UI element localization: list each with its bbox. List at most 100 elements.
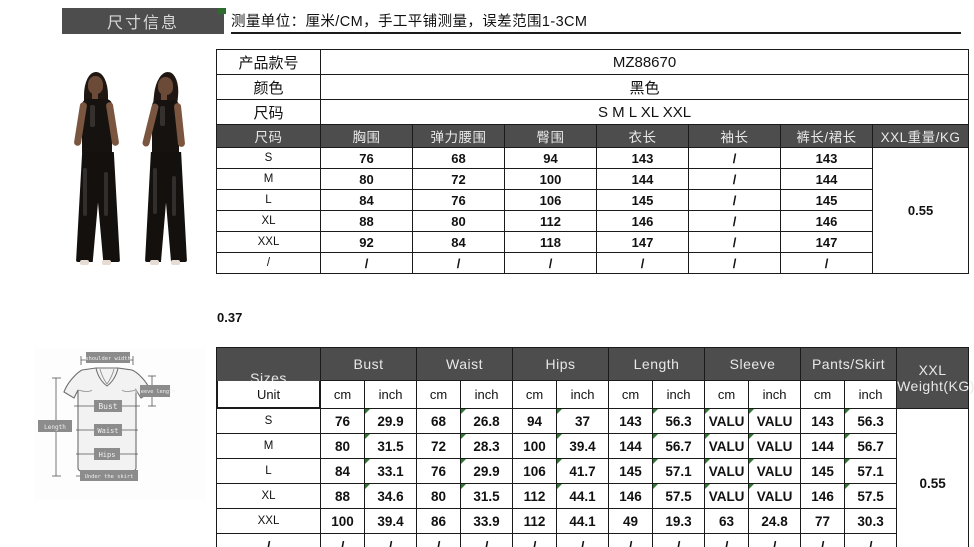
- cell-waist-inch: /: [460, 533, 514, 547]
- table-row: M 80 31.5 72 28.3 100 39.4 144 56.7 VALU…: [216, 433, 969, 459]
- cell-hips-inch: 39.4: [556, 433, 610, 459]
- cell-hips-inch: 37: [556, 408, 610, 434]
- table-row: S 76 29.9 68 26.8 94 37 143 56.3 VALU VA…: [216, 408, 970, 547]
- header-pants-skirt: Pants/Skirt: [800, 347, 898, 381]
- hem-label-bg: [80, 470, 138, 481]
- cell-pant-cm: /: [800, 533, 846, 547]
- unit-len-cm: cm: [608, 380, 654, 409]
- cell-hips: /: [504, 252, 597, 274]
- cell-waist-inch: 29.9: [460, 458, 514, 484]
- cell-slv-cm: 63: [704, 508, 750, 534]
- cell-pant-inch: 57.5: [844, 483, 898, 509]
- hips-label: Hips: [99, 451, 116, 459]
- cell-hips-cm: 94: [512, 408, 558, 434]
- cell-len-inch: 56.7: [652, 433, 706, 459]
- cell-pants: /: [780, 252, 873, 274]
- header-hips: Hips: [512, 347, 610, 381]
- cell-sleeve: /: [688, 168, 781, 190]
- collar-detail: [99, 368, 108, 385]
- header-bust: 胸围: [320, 124, 413, 148]
- cell-bust-cm: 84: [320, 458, 365, 484]
- cell-pant-cm: 145: [800, 458, 846, 484]
- cell-len-cm: 146: [608, 483, 654, 509]
- cell-waist-cm: 72: [416, 433, 462, 459]
- cell-bust-inch: 29.9: [363, 408, 418, 434]
- cell-len-cm: 49: [608, 508, 654, 534]
- cell-sleeve: /: [688, 231, 781, 253]
- cell-pants: 144: [780, 168, 873, 190]
- cell-slv-inch: /: [748, 533, 802, 547]
- cell-bust: /: [320, 252, 413, 274]
- unit-bust-cm: cm: [320, 380, 365, 409]
- cell-bust-cm: 80: [320, 433, 365, 459]
- table-row: / / / / / / / / / / / / /: [216, 533, 969, 547]
- unit-pant-cm: cm: [800, 380, 846, 409]
- cell-waist-cm: 86: [416, 508, 462, 534]
- cell-waist: 84: [412, 231, 505, 253]
- cell-hips-cm: 112: [512, 483, 558, 509]
- cell-len-inch: 57.1: [652, 458, 706, 484]
- cell-length: 147: [596, 231, 689, 253]
- cell-len-inch: 19.3: [652, 508, 706, 534]
- cell-sleeve: /: [688, 147, 781, 169]
- cell-hips-inch: 44.1: [556, 483, 610, 509]
- cell-len-cm: /: [608, 533, 654, 547]
- cell-size: /: [216, 252, 321, 274]
- sleeve-seam-right: [121, 389, 137, 392]
- cell-size: XXL: [216, 508, 321, 534]
- header-pants: 裤长/裙长: [780, 124, 873, 148]
- cell-length: 146: [596, 210, 689, 232]
- cell-bust-inch: 39.4: [363, 508, 418, 534]
- cell-bust: 76: [320, 147, 413, 169]
- cell-slv-cm: VALU: [704, 408, 750, 434]
- header-sleeve: Sleeve: [704, 347, 802, 381]
- page-title: 尺寸信息: [62, 8, 224, 34]
- cell-waist: 68: [412, 147, 505, 169]
- cell-hips: 112: [504, 210, 597, 232]
- info-row-model: 产品款号 MZ88670: [216, 49, 970, 75]
- table-row: XXL 92 84 118 147 / 147: [216, 231, 969, 253]
- cell-hips: 106: [504, 189, 597, 211]
- cell-hips-inch: 41.7: [556, 458, 610, 484]
- label-product-code: 产品款号: [216, 49, 321, 75]
- cell-hips-cm: /: [512, 533, 558, 547]
- cell-bust-cm: /: [320, 533, 365, 547]
- header-waist: Waist: [416, 347, 514, 381]
- cell-pant-inch: 30.3: [844, 508, 898, 534]
- cell-slv-inch: VALU: [748, 458, 802, 484]
- cell-bust-cm: 100: [320, 508, 365, 534]
- cell-size: L: [216, 189, 321, 211]
- model-back: [136, 70, 192, 280]
- unit-slv-inch: inch: [748, 380, 802, 409]
- cell-size: XXL: [216, 231, 321, 253]
- collar-line: [95, 367, 119, 387]
- table-row: XL 88 34.6 80 31.5 112 44.1 146 57.5 VAL…: [216, 483, 969, 509]
- length-label-bg: [38, 420, 72, 432]
- cell-waist-cm: 68: [416, 408, 462, 434]
- cell-pant-cm: 146: [800, 483, 846, 509]
- product-photo: [44, 66, 206, 288]
- collar-detail-2: [106, 368, 115, 385]
- cell-hips-inch: 44.1: [556, 508, 610, 534]
- cell-hips-cm: 106: [512, 458, 558, 484]
- model-front: [68, 72, 124, 280]
- size-table-cn: 产品款号 MZ88670 颜色 黑色 尺码 S M L XL XXL 尺码 胸围…: [216, 49, 970, 274]
- cell-waist-inch: 26.8: [460, 408, 514, 434]
- cell-len-cm: 143: [608, 408, 654, 434]
- cell-bust-inch: 34.6: [363, 483, 418, 509]
- cell-slv-inch: 24.8: [748, 508, 802, 534]
- header-sleeve: 袖长: [688, 124, 781, 148]
- cell-slv-cm: VALU: [704, 433, 750, 459]
- cell-pant-cm: 144: [800, 433, 846, 459]
- cell-bust: 84: [320, 189, 413, 211]
- unit-slv-cm: cm: [704, 380, 750, 409]
- cell-xxl-weight: 0.55: [871, 147, 970, 274]
- info-row-color: 颜色 黑色: [216, 74, 970, 100]
- cell-bust-inch: /: [363, 533, 418, 547]
- cell-hips-cm: 112: [512, 508, 558, 534]
- cell-size: M: [216, 433, 321, 459]
- cell-slv-inch: VALU: [748, 433, 802, 459]
- cell-size: S: [216, 408, 321, 434]
- cell-hips: 100: [504, 168, 597, 190]
- cell-hips-cm: 100: [512, 433, 558, 459]
